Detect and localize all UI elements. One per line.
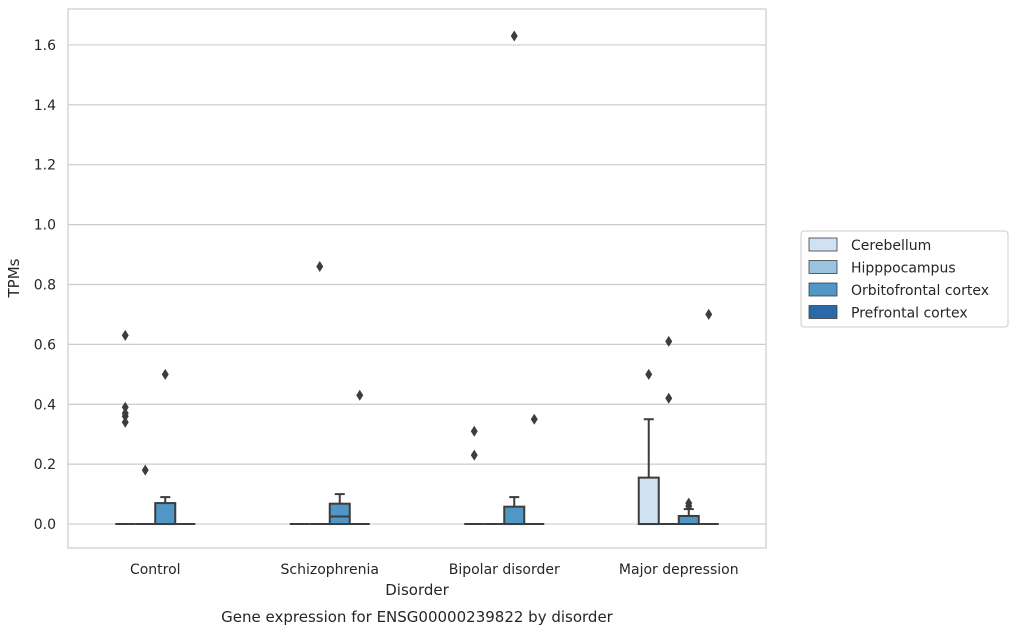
box-group bbox=[677, 497, 700, 526]
box bbox=[503, 505, 526, 526]
x-tick-label: Major depression bbox=[619, 562, 739, 578]
outlier-point bbox=[121, 329, 129, 341]
outlier-point bbox=[161, 368, 169, 380]
box-group bbox=[328, 493, 351, 526]
box-group bbox=[698, 308, 719, 526]
box-group bbox=[154, 368, 177, 526]
box-group bbox=[524, 413, 545, 526]
box bbox=[637, 476, 660, 526]
outlier-point bbox=[121, 401, 129, 413]
outlier-point bbox=[510, 30, 518, 42]
box-group bbox=[637, 368, 660, 526]
box bbox=[677, 514, 700, 526]
box-group bbox=[658, 335, 679, 526]
box-group bbox=[309, 261, 330, 526]
y-tick-label: 0.8 bbox=[34, 277, 56, 293]
y-tick-label: 1.0 bbox=[34, 218, 56, 234]
x-tick-label: Control bbox=[130, 562, 181, 578]
y-tick-label: 0.4 bbox=[34, 397, 56, 413]
y-tick-label: 0.2 bbox=[34, 457, 56, 473]
outlier-point bbox=[665, 335, 673, 347]
plot-frame bbox=[67, 8, 767, 549]
y-tick-label: 1.4 bbox=[34, 98, 56, 114]
box-group bbox=[349, 389, 370, 526]
y-tick-labels: 0.0 0.2 0.4 0.6 0.8 1.0 1.2 1.4 1.6 bbox=[34, 38, 56, 533]
legend-swatch bbox=[808, 260, 838, 274]
legend-swatch bbox=[808, 237, 838, 252]
chart-caption: Gene expression for ENSG00000239822 by d… bbox=[221, 608, 614, 626]
x-tick-label: Schizophrenia bbox=[281, 562, 379, 578]
y-tick-label: 0.0 bbox=[34, 517, 56, 533]
outlier-point bbox=[685, 497, 693, 509]
box bbox=[154, 502, 177, 526]
y-axis-label: TPMs bbox=[5, 258, 23, 298]
outlier-point bbox=[141, 464, 149, 476]
legend-label: Prefrontal cortex bbox=[851, 306, 968, 322]
y-tick-label: 1.2 bbox=[34, 158, 56, 174]
legend-swatch bbox=[808, 282, 838, 297]
box-group bbox=[135, 464, 156, 526]
legend-frame bbox=[800, 230, 1009, 328]
outlier-point bbox=[121, 416, 129, 428]
gridlines bbox=[68, 44, 766, 525]
outlier-point bbox=[316, 261, 324, 273]
legend-label: Hipppocampus bbox=[851, 261, 956, 277]
outlier-point bbox=[645, 368, 653, 380]
outlier-point bbox=[470, 425, 478, 437]
legend-swatch bbox=[808, 305, 838, 319]
x-axis-label: Disorder bbox=[385, 581, 449, 599]
y-tick-label: 0.6 bbox=[34, 337, 56, 353]
y-tick-label: 1.6 bbox=[34, 38, 56, 54]
outlier-point bbox=[530, 413, 538, 425]
legend-label: Cerebellum bbox=[851, 238, 931, 254]
outlier-point bbox=[356, 389, 364, 401]
legend: Cerebellum Hipppocampus Orbitofrontal cort… bbox=[800, 230, 1009, 328]
outlier-point bbox=[705, 308, 713, 320]
box-group bbox=[503, 30, 526, 526]
boxplot-marks bbox=[115, 30, 719, 526]
legend-label: Orbitofrontal cortex bbox=[851, 283, 989, 299]
x-tick-labels: Control Schizophrenia Bipolar disorder Majo… bbox=[130, 562, 739, 578]
x-tick-label: Bipolar disorder bbox=[449, 562, 560, 578]
outlier-point bbox=[665, 392, 673, 404]
outlier-point bbox=[121, 407, 129, 419]
box bbox=[328, 502, 351, 526]
box-group bbox=[115, 329, 136, 526]
outlier-point bbox=[470, 449, 478, 461]
box-group bbox=[464, 425, 485, 526]
